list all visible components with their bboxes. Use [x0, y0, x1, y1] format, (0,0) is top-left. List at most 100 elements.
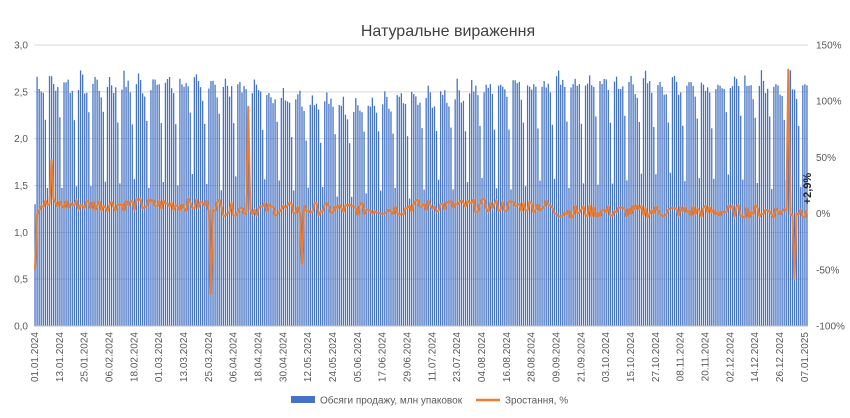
bar — [723, 88, 725, 326]
bar — [86, 92, 88, 327]
bar — [286, 101, 289, 326]
bar — [529, 86, 531, 326]
bar — [756, 182, 758, 326]
bar — [673, 75, 676, 327]
bar — [671, 77, 674, 327]
bar — [642, 78, 645, 326]
bar — [59, 117, 61, 326]
bar — [158, 84, 160, 326]
bar — [243, 86, 245, 326]
bar — [442, 94, 444, 326]
bar — [787, 81, 789, 326]
bar — [580, 123, 583, 326]
bar — [649, 81, 651, 326]
bar — [268, 93, 270, 327]
y-right-tick-label: -50% — [816, 265, 839, 276]
bar — [226, 85, 229, 326]
bar — [367, 105, 369, 326]
x-tick-label: 08.11.2024 — [676, 332, 687, 382]
bar — [655, 174, 657, 326]
bar — [640, 173, 643, 326]
x-tick-label: 29.06.2024 — [403, 332, 414, 382]
bar — [278, 180, 280, 326]
x-tick-label: 13.03.2024 — [179, 332, 190, 382]
bar — [380, 190, 382, 326]
bar — [433, 106, 436, 326]
bar — [400, 93, 402, 327]
bar — [721, 88, 723, 326]
bar — [628, 82, 630, 327]
bar — [706, 87, 709, 326]
bar — [591, 85, 593, 327]
bar — [371, 97, 374, 326]
bar — [239, 81, 241, 326]
bar — [382, 104, 384, 326]
bar — [63, 82, 65, 326]
y-right-tick-label: 150% — [816, 41, 842, 52]
bar — [746, 85, 748, 327]
bar — [413, 94, 415, 327]
bar — [719, 85, 721, 326]
bar — [322, 187, 324, 326]
bar — [94, 76, 96, 326]
bar — [665, 94, 667, 327]
bar — [462, 100, 465, 327]
bar — [160, 123, 162, 327]
bar — [657, 85, 659, 326]
y-left-tick-label: 0,0 — [14, 322, 28, 333]
legend-bar-swatch — [291, 396, 315, 403]
bar — [79, 70, 82, 326]
bar — [212, 80, 214, 326]
bar — [595, 116, 597, 326]
bar — [185, 83, 187, 326]
bar — [88, 112, 90, 326]
bar — [346, 119, 349, 326]
bar — [301, 106, 303, 326]
bar — [458, 90, 460, 326]
x-tick-label: 03.10.2024 — [601, 332, 612, 382]
bar — [452, 189, 454, 326]
legend: Обсяги продажу, млн упаковок Зростання, % — [291, 395, 568, 407]
bar — [315, 103, 318, 327]
y-left-tick-label: 2,5 — [14, 87, 28, 98]
x-axis: 01.01.2024 13.01.2024 25.01.2024 06.02.2024… — [30, 325, 811, 382]
bar — [280, 97, 282, 326]
bar — [663, 94, 665, 327]
bar — [220, 190, 222, 326]
bar — [760, 70, 763, 326]
bar — [344, 114, 347, 326]
annotation: +2,9% — [802, 173, 814, 205]
bar — [189, 112, 191, 326]
bar — [473, 91, 475, 327]
bar — [150, 90, 152, 326]
bar — [500, 84, 502, 326]
bar — [42, 92, 44, 326]
x-tick-label: 18.02.2024 — [129, 332, 140, 382]
bar — [291, 137, 293, 326]
bar — [539, 180, 541, 326]
bar — [675, 81, 678, 326]
bar — [533, 84, 535, 327]
bar — [644, 70, 647, 327]
bar — [340, 105, 342, 326]
bar — [423, 189, 425, 326]
bar — [348, 143, 351, 326]
bar — [332, 106, 334, 327]
x-tick-label: 21.09.2024 — [576, 332, 587, 382]
bar — [696, 118, 698, 326]
line-series — [34, 68, 808, 296]
x-tick-label: 17.06.2024 — [378, 332, 389, 382]
bar — [609, 122, 612, 326]
bar — [104, 181, 107, 326]
bar — [767, 88, 769, 327]
x-tick-label: 05.06.2024 — [353, 332, 364, 382]
bar — [611, 183, 614, 326]
bar — [355, 98, 357, 326]
bar — [144, 96, 146, 327]
bar — [537, 128, 539, 326]
bar — [299, 90, 301, 326]
y-left-tick-label: 1,5 — [14, 181, 28, 192]
x-tick-label: 15.10.2024 — [626, 332, 637, 382]
bar — [646, 83, 649, 326]
